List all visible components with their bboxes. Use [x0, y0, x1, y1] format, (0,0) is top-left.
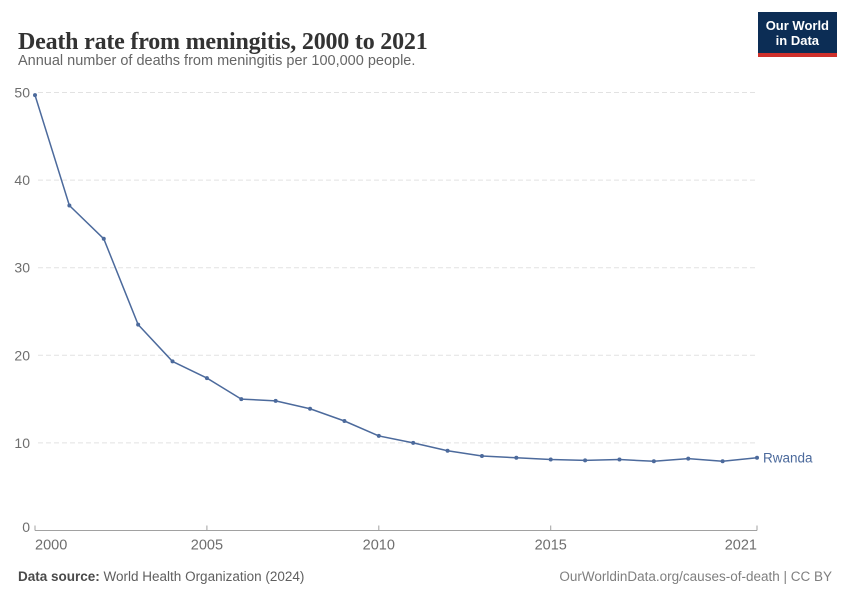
x-axis-tick-label: 2005 — [191, 538, 223, 554]
data-source-value: World Health Organization (2024) — [99, 569, 305, 584]
y-axis-tick-label: 50 — [14, 85, 30, 101]
y-axis-tick-label: 0 — [22, 519, 30, 535]
y-axis-tick-label: 20 — [14, 347, 30, 363]
y-axis-tick-label: 40 — [14, 172, 30, 188]
x-axis-tick-label: 2000 — [35, 538, 67, 554]
data-point — [411, 440, 416, 445]
data-point — [376, 433, 381, 438]
owid-logo[interactable]: Our World in Data — [757, 12, 837, 57]
y-axis-tick-label: 10 — [14, 435, 30, 451]
footer-citation-link[interactable]: OurWorldinData.org/causes-of-death | CC … — [559, 569, 832, 584]
data-point — [101, 236, 106, 241]
data-point — [273, 398, 278, 403]
x-axis-tick-label: 2015 — [535, 538, 567, 554]
data-point — [755, 455, 759, 460]
data-source-label: Data source: — [18, 569, 100, 584]
x-axis-tick-label: 2021 — [725, 538, 757, 554]
data-point — [479, 454, 484, 459]
data-point — [67, 203, 72, 208]
data-point — [720, 459, 725, 464]
data-point — [617, 457, 622, 462]
data-point — [445, 448, 450, 453]
y-axis-tick-label: 30 — [14, 260, 30, 276]
owid-logo-line1: Our World — [765, 18, 829, 33]
data-point — [548, 457, 553, 462]
data-point — [136, 322, 141, 327]
data-point — [583, 458, 588, 463]
chart-footer: Data source: World Health Organization (… — [18, 569, 832, 584]
data-point — [239, 397, 244, 402]
page-title: Death rate from meningitis, 2000 to 2021 — [18, 29, 428, 56]
chart-subtitle: Annual number of deaths from meningitis … — [18, 53, 416, 69]
data-point — [342, 419, 347, 423]
data-point — [686, 456, 691, 461]
data-point — [514, 455, 519, 460]
data-point — [33, 93, 37, 98]
series-end-label: Rwanda — [763, 450, 813, 465]
data-source-text: Data source: World Health Organization (… — [18, 569, 304, 584]
data-point — [170, 359, 175, 364]
data-line-rwanda — [34, 94, 758, 463]
x-axis-tick-label: 2010 — [363, 538, 395, 554]
owid-logo-line2: in Data — [775, 33, 820, 49]
data-point — [651, 459, 656, 464]
data-point — [308, 406, 313, 411]
data-point — [204, 376, 209, 381]
